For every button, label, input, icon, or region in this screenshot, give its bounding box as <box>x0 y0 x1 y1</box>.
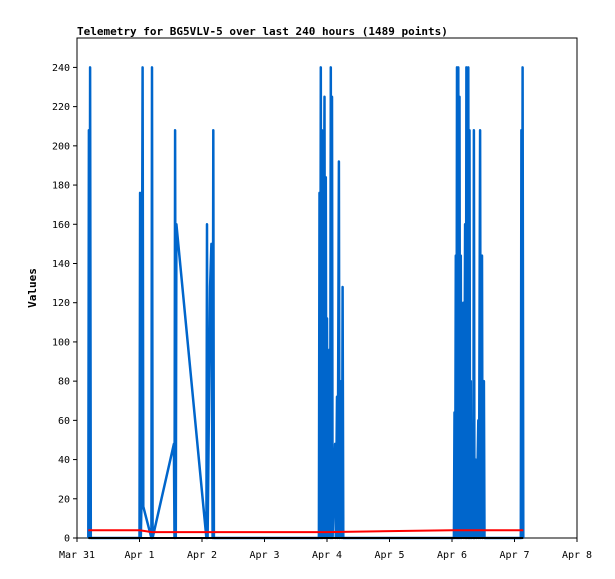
y-tick-label: 220 <box>52 102 70 113</box>
y-tick-label: 100 <box>52 337 70 348</box>
chart-title: Telemetry for BG5VLV-5 over last 240 hou… <box>77 25 448 38</box>
x-tick-label: Apr 1 <box>124 550 154 561</box>
y-tick-label: 80 <box>58 377 70 388</box>
x-tick-label: Apr 4 <box>312 550 342 561</box>
x-axis: Mar 31 Apr 1 Apr 2 Apr 3 Apr 4 Apr 5 Apr 6 Apr … <box>59 538 592 561</box>
x-tick-label: Apr 5 <box>374 550 404 561</box>
y-tick-label: 20 <box>58 494 70 505</box>
x-tick-label: Mar 31 <box>59 550 95 561</box>
y-tick-label: 120 <box>52 298 70 309</box>
y-tick-label: 240 <box>52 63 70 74</box>
x-tick-label: Apr 3 <box>249 550 279 561</box>
y-tick-label: 140 <box>52 259 70 270</box>
y-tick-label: 200 <box>52 141 70 152</box>
y-axis: 0 20 40 60 80 100 120 140 160 180 200 220 240 <box>52 63 77 545</box>
y-tick-label: 180 <box>52 181 70 192</box>
y-axis-label: Values <box>26 268 39 308</box>
x-tick-label: Apr 8 <box>562 550 592 561</box>
y-tick-label: 160 <box>52 220 70 231</box>
x-tick-label: Apr 7 <box>499 550 529 561</box>
y-tick-label: 40 <box>58 455 70 466</box>
series-layer <box>87 66 525 540</box>
y-tick-label: 60 <box>58 416 70 427</box>
series-line-2 <box>88 529 524 534</box>
x-tick-label: Apr 2 <box>187 550 217 561</box>
y-tick-label: 0 <box>64 534 70 545</box>
series-line-1 <box>87 66 525 540</box>
x-tick-label: Apr 6 <box>437 550 467 561</box>
